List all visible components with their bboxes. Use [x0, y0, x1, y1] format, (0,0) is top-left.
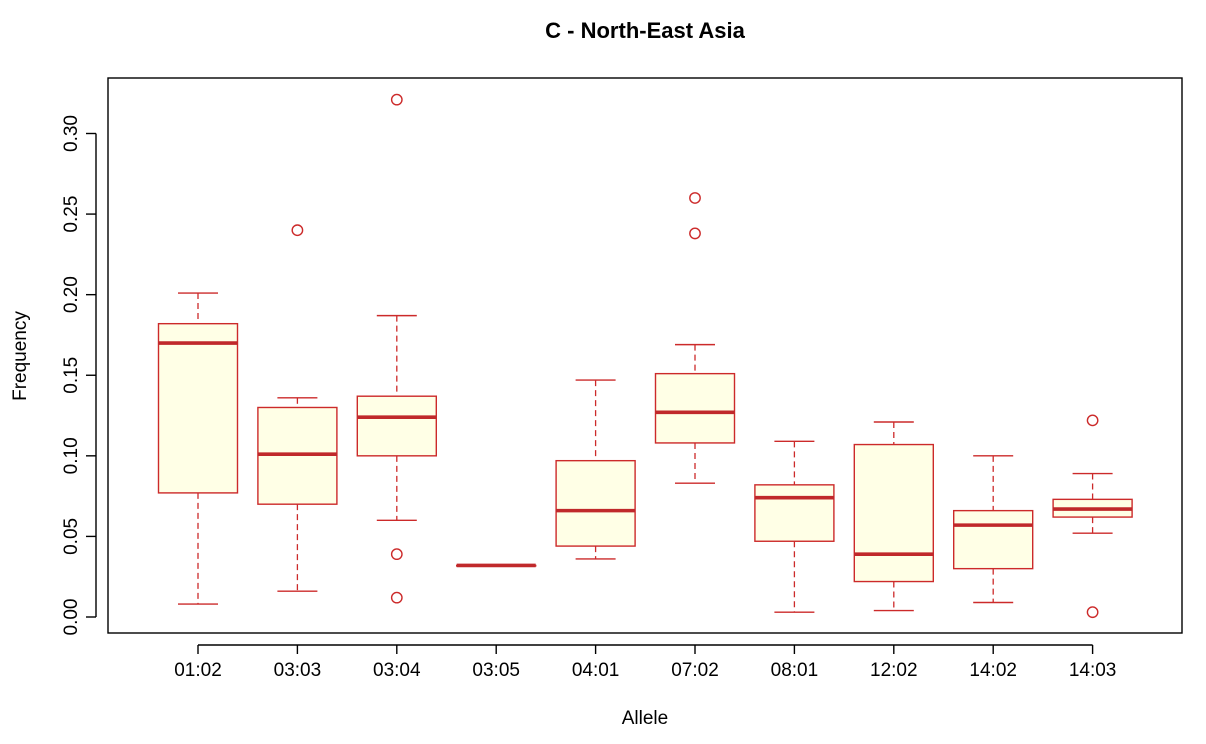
x-axis: 01:02 03:03 03:04 03:05 04:01 07:02 08:01 12:02… — [174, 644, 1117, 681]
y-tick-label: 0.30 — [61, 115, 82, 152]
box-12-02 — [853, 421, 934, 612]
outlier-point — [1086, 414, 1099, 427]
y-tick-label: 0.25 — [61, 196, 82, 233]
x-tick-label: 14:02 — [969, 660, 1017, 681]
x-tick-label: 08:01 — [771, 660, 819, 681]
box-03-04 — [356, 93, 437, 604]
outlier-point — [689, 192, 701, 204]
chart-title: C - North-East Asia — [545, 18, 745, 43]
iqr-box — [654, 372, 736, 444]
y-axis: 0.00 0.05 0.10 0.15 0.20 0.25 0.30 — [61, 115, 97, 636]
x-tick-label: 14:03 — [1069, 660, 1117, 681]
y-tick-label: 0.20 — [61, 276, 82, 313]
iqr-box — [157, 322, 239, 494]
y-tick-label: 0.15 — [61, 357, 82, 394]
iqr-box — [754, 484, 835, 542]
x-tick-label: 04:01 — [572, 660, 620, 681]
boxes-group — [157, 93, 1133, 619]
box-07-02 — [654, 192, 736, 484]
box-01-02 — [157, 292, 239, 605]
x-tick-label: 03:05 — [472, 660, 520, 681]
outlier-point — [390, 548, 403, 561]
box-04-01 — [555, 379, 636, 560]
outlier-point — [689, 227, 701, 240]
x-tick-label: 07:02 — [671, 660, 719, 681]
x-tick-label: 12:02 — [870, 660, 918, 681]
x-tick-label: 03:04 — [373, 660, 421, 681]
y-tick-label: 0.10 — [61, 437, 82, 474]
outlier-point — [390, 93, 403, 106]
outlier-point — [291, 224, 304, 237]
iqr-box — [555, 459, 636, 547]
outlier-point — [390, 591, 403, 604]
iqr-box — [356, 395, 437, 457]
box-03-05 — [456, 563, 537, 568]
x-tick-label: 01:02 — [174, 660, 222, 681]
outlier-point — [1086, 606, 1099, 619]
iqr-box — [953, 509, 1034, 570]
x-tick-label: 03:03 — [274, 660, 322, 681]
box-08-01 — [754, 440, 835, 613]
box-14-02 — [953, 455, 1034, 604]
box-03-03 — [257, 224, 338, 592]
y-tick-label: 0.00 — [61, 599, 82, 636]
y-axis-label: Frequency — [10, 311, 31, 401]
y-tick-label: 0.05 — [61, 518, 82, 555]
box-14-03 — [1052, 414, 1133, 619]
plot-frame — [107, 77, 1183, 634]
iqr-box — [853, 443, 934, 583]
x-axis-label: Allele — [622, 708, 668, 729]
